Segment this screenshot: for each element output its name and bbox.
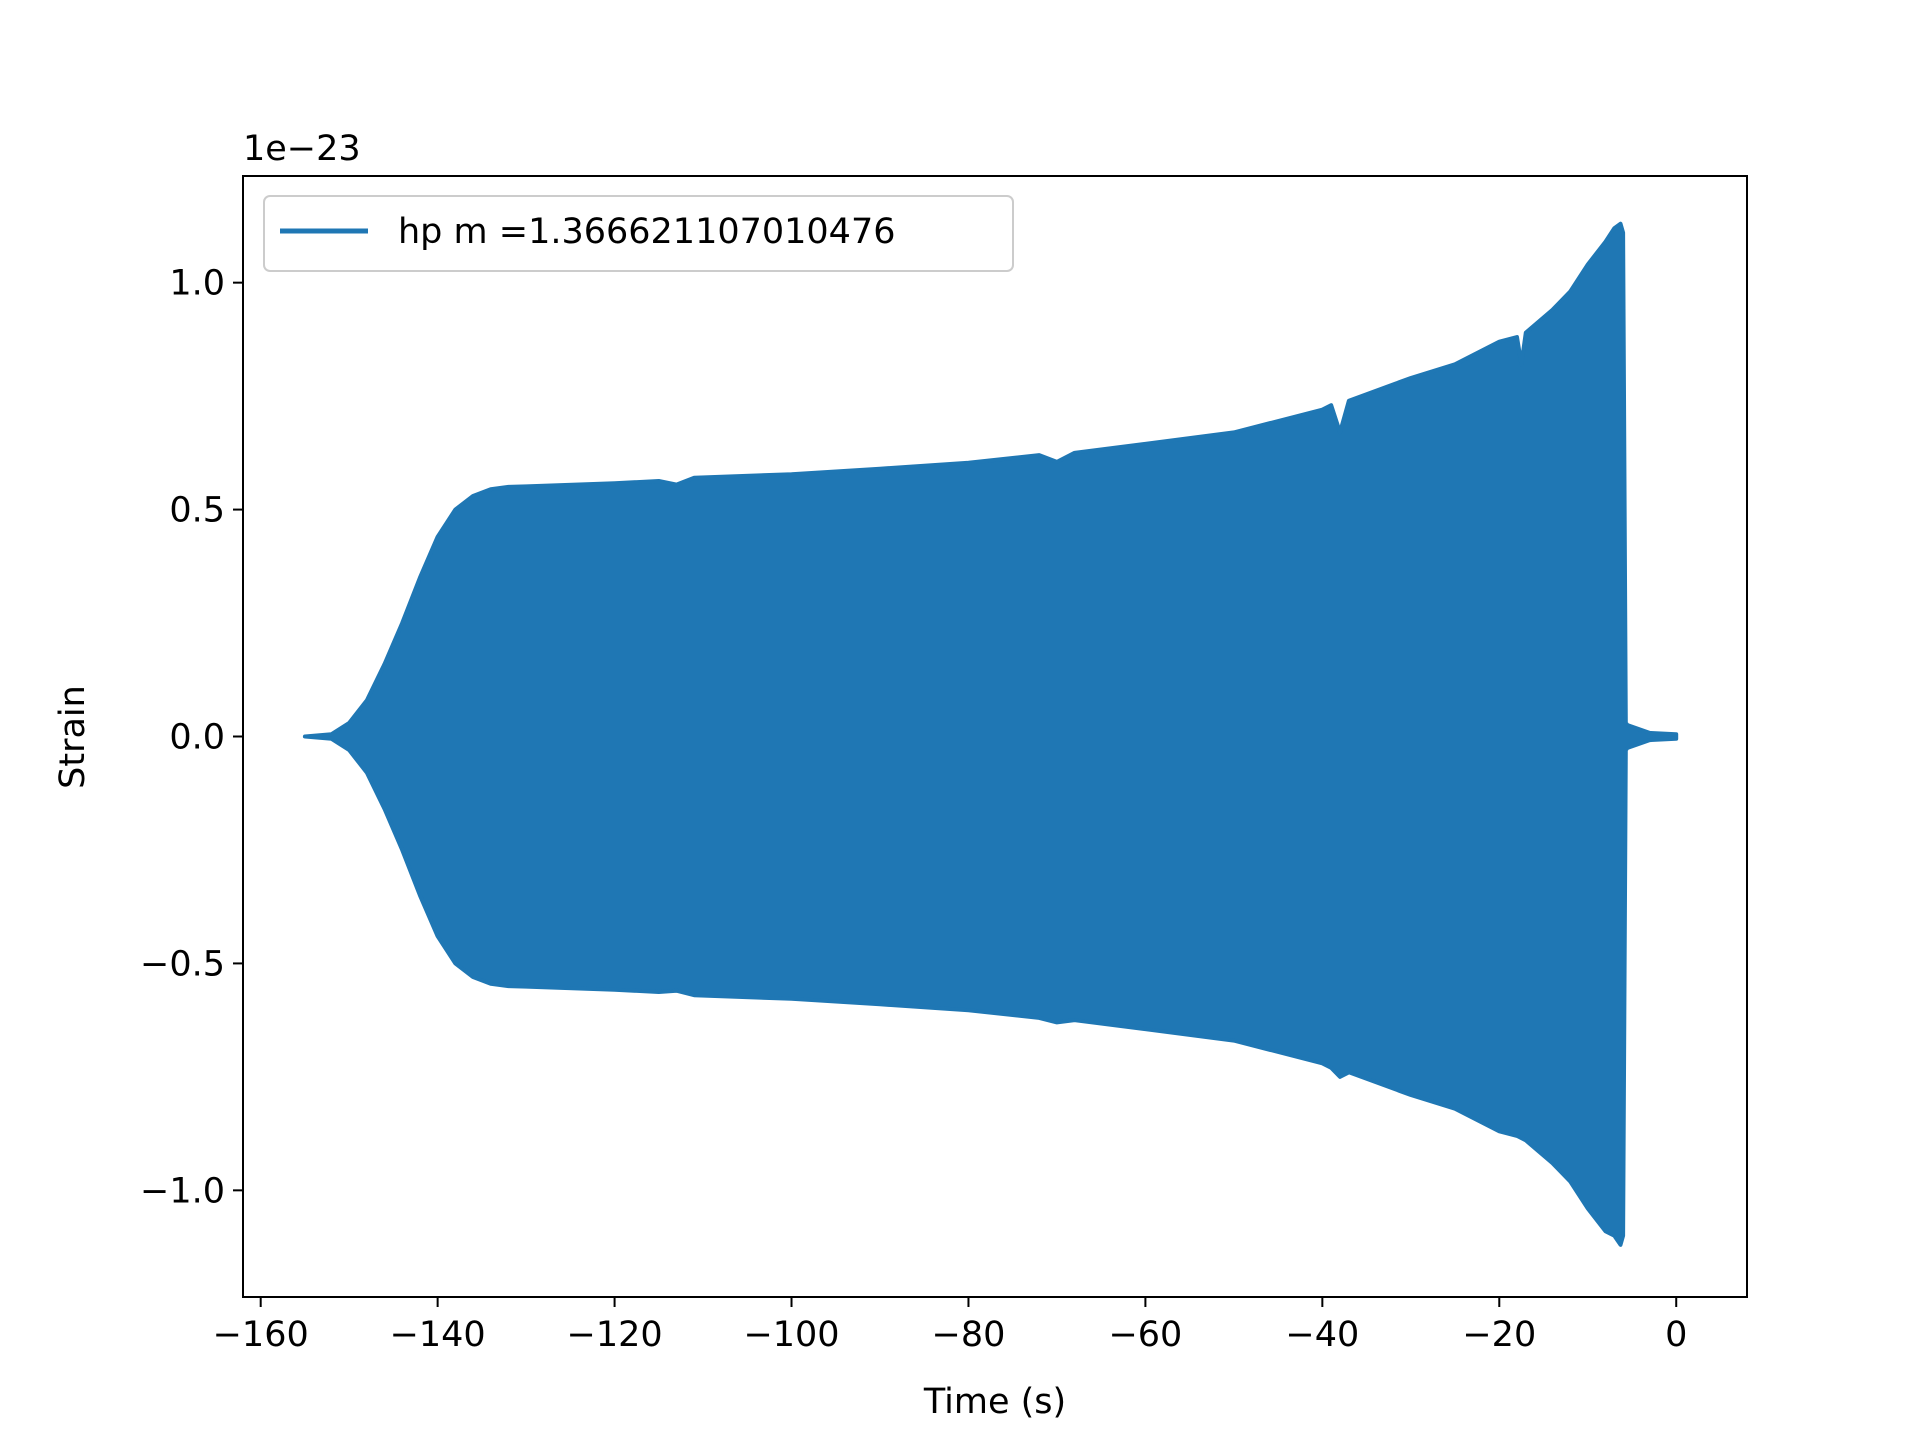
y-tick-label: 0.5	[169, 491, 225, 531]
y-tick-label: −0.5	[140, 944, 225, 984]
y-tick-label: 1.0	[169, 264, 225, 304]
x-tick-label: −160	[213, 1315, 309, 1355]
y-tick-label: 0.0	[169, 718, 225, 758]
x-tick-label: −80	[932, 1315, 1006, 1355]
y-axis-label: Strain	[53, 685, 93, 789]
series-layer	[302, 221, 1679, 1247]
x-axis: −160 −140 −120 −100 −80 −60 −40 −20 0	[213, 1297, 1687, 1355]
x-tick-label: −120	[567, 1315, 663, 1355]
legend-entry-label: hp m =1.366621107010476	[398, 212, 896, 252]
x-tick-label: −140	[390, 1315, 486, 1355]
y-axis: 1.0 0.5 0.0 −0.5 −1.0	[140, 264, 243, 1211]
legend-box	[263, 195, 1014, 272]
x-tick-label: 0	[1665, 1315, 1687, 1355]
x-tick-label: −40	[1285, 1315, 1359, 1355]
x-axis-label: Time (s)	[923, 1382, 1066, 1422]
x-tick-label: −100	[743, 1315, 839, 1355]
y-axis-offset-label: 1e−23	[243, 129, 361, 169]
x-tick-label: −20	[1462, 1315, 1536, 1355]
series-0-waveform	[302, 221, 1679, 1247]
legend: hp m =1.366621107010476	[263, 195, 1014, 272]
x-tick-label: −60	[1108, 1315, 1182, 1355]
y-tick-label: −1.0	[140, 1171, 225, 1211]
